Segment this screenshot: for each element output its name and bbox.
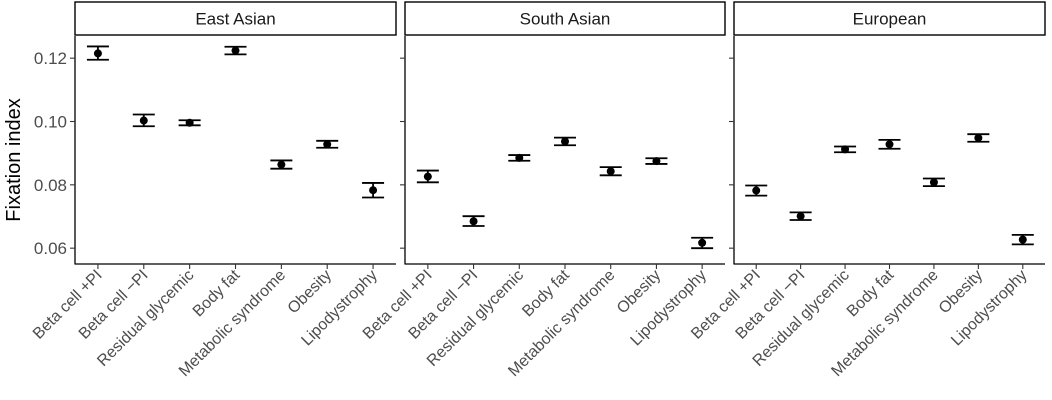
- data-point: [139, 116, 148, 125]
- data-point: [974, 133, 983, 142]
- panel-title: South Asian: [520, 10, 611, 29]
- data-point: [277, 160, 286, 169]
- data-point: [929, 178, 938, 187]
- data-point: [698, 238, 707, 247]
- y-axis-label: Fixation index: [3, 98, 25, 221]
- data-point: [1018, 235, 1027, 244]
- data-point: [606, 167, 615, 176]
- data-point: [796, 212, 805, 221]
- y-tick-label: 0.12: [34, 49, 67, 68]
- y-tick-label: 0.06: [34, 239, 67, 258]
- data-point: [469, 217, 478, 226]
- data-point: [515, 153, 524, 162]
- data-point: [752, 186, 761, 195]
- data-point: [93, 49, 102, 58]
- data-point: [185, 118, 194, 127]
- panel-strip: [74, 1, 397, 36]
- data-point: [423, 172, 432, 181]
- panel-title: European: [853, 10, 927, 29]
- data-point: [561, 137, 569, 146]
- panel-strip: [404, 1, 726, 36]
- panel-strip: [733, 1, 1046, 36]
- y-tick-label: 0.08: [34, 176, 67, 195]
- data-point: [323, 140, 332, 149]
- panel-title: East Asian: [195, 10, 275, 29]
- data-point: [369, 186, 378, 195]
- data-point: [652, 157, 661, 166]
- data-point: [231, 46, 240, 55]
- y-tick-label: 0.10: [34, 113, 67, 132]
- data-point: [841, 145, 850, 154]
- data-point: [885, 140, 894, 149]
